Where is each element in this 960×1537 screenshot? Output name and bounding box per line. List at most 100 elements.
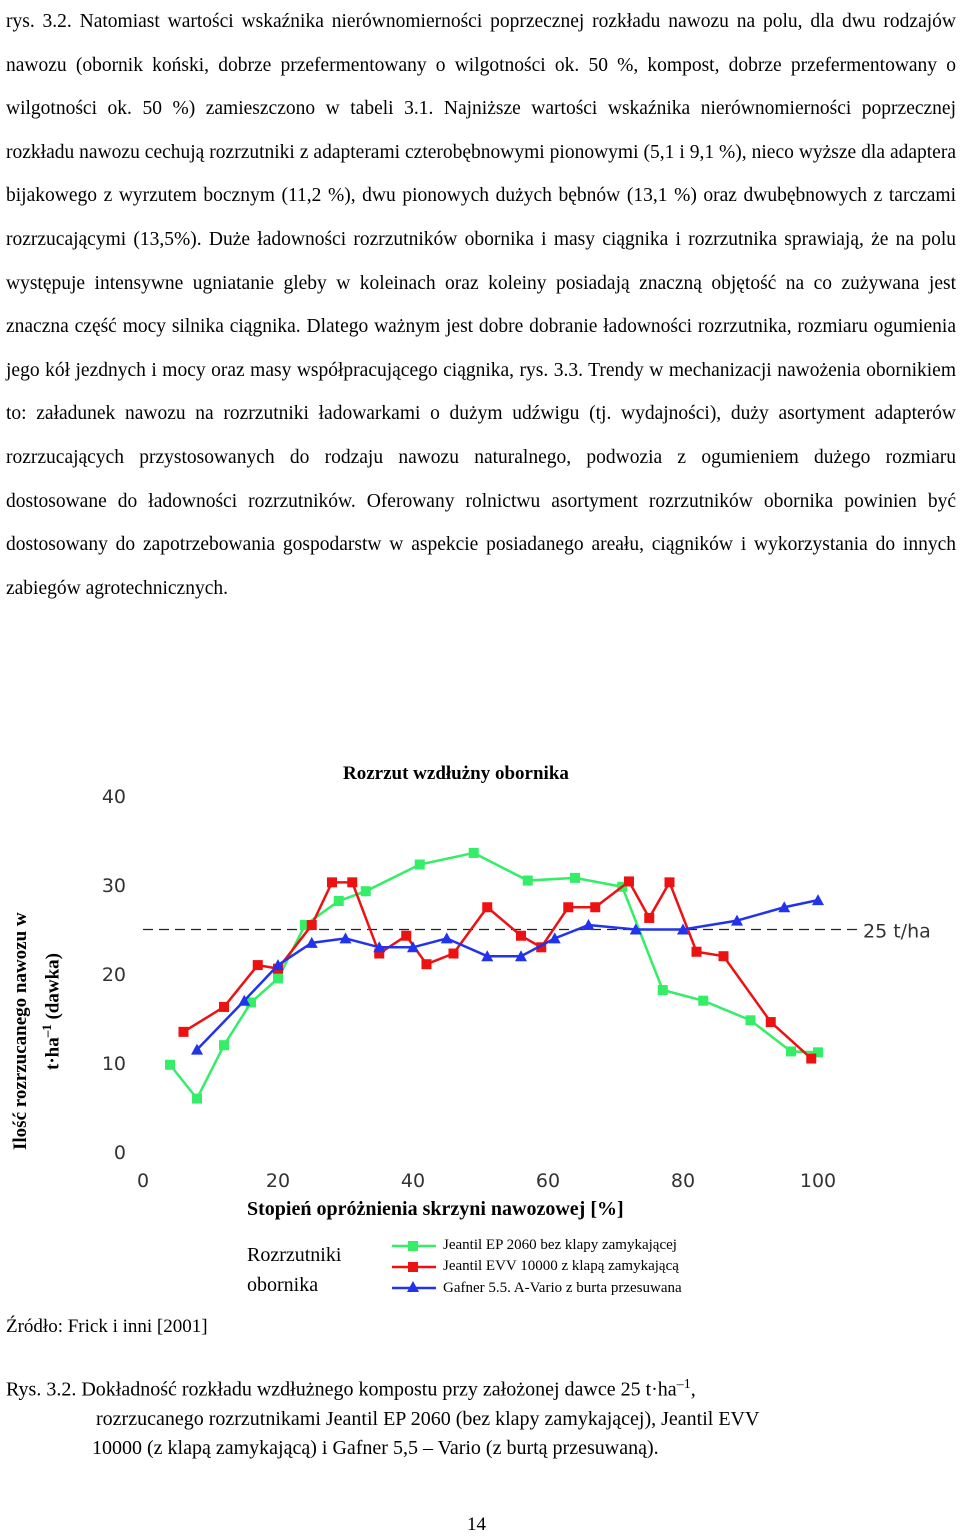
legend-markers [392,1241,436,1292]
data-point [629,923,642,935]
data-point [347,877,358,888]
series-2 [178,876,817,1064]
x-tick-label: 80 [671,1170,695,1192]
data-point [252,960,263,971]
data-point [421,959,432,970]
series-group [165,847,824,1104]
data-point [373,941,386,953]
y-axis-label-rest: (dawka) [42,953,64,1020]
data-point [570,872,580,883]
data-point [806,1053,817,1064]
data-point [165,1059,175,1070]
data-point [778,901,791,913]
x-tick-label: 40 [401,1170,425,1192]
data-point [582,919,595,931]
data-point [178,1026,189,1037]
data-point [522,875,533,886]
x-tick-label: 0 [137,1170,149,1192]
y-axis-label-line2: t·ha–1 (dawka) [34,912,66,1150]
data-point [407,941,419,953]
data-point [624,876,634,887]
caption-exponent: –1 [676,1377,691,1392]
body-paragraph: rys. 3.2. Natomiast wartości wskaźnika n… [6,11,956,599]
data-point [812,894,824,906]
legend-entry-series-2: Jeantil EVV 10000 z klapą zamykającą [443,1258,679,1274]
series-1 [165,847,823,1104]
data-point [191,1043,203,1055]
reference-line-label: 25 t/ha [863,921,931,943]
data-point [515,950,527,962]
data-point [691,946,702,957]
y-tick-label: 40 [102,786,126,808]
y-axis-label-line1: Ilość rozrzucanego nawozu w [10,912,31,1150]
data-point [414,859,425,870]
y-tick-label: 30 [102,875,126,897]
data-point [300,920,310,931]
legend-marker-series-2 [392,1262,436,1272]
data-point [468,847,479,858]
figure-caption: Rys. 3.2. Dokładność rozkładu wzdłużnego… [6,1370,946,1463]
data-point [440,932,453,944]
series-line [196,898,819,1051]
data-point [745,1015,756,1026]
data-point [516,930,526,941]
y-tick-labels: 0 10 20 30 40 [102,786,126,1164]
data-point [786,1046,796,1057]
legend-title: Rozrzutniki obornika [247,1244,342,1296]
legend-entry-series-1: Jeantil EP 2060 bez klapy zamykającej [443,1237,677,1253]
reference-line-group: 25 t/ha [143,921,931,943]
data-point [374,948,385,959]
x-tick-label: 100 [800,1170,836,1192]
series-3 [191,894,824,1055]
data-point [765,1017,776,1028]
legend-entry-series-3: Gafner 5.5. A-Vario z burta przesuwana [443,1280,682,1296]
data-point [327,877,337,888]
legend-entry-series-3-clip: Gafner 5.5. A-Vario z burta przesuwana [443,1280,763,1296]
data-point [731,914,743,926]
data-point [401,930,412,941]
data-point [360,886,371,897]
data-point [657,985,668,996]
data-point [644,912,655,923]
data-point [482,902,493,913]
data-point [192,1093,202,1104]
data-point [306,920,317,931]
data-point [698,995,709,1006]
series-line [169,851,819,1101]
data-point [548,932,561,944]
y-tick-label: 0 [114,1142,126,1164]
y-tick-label: 20 [102,964,126,986]
y-axis-unit: t·ha [42,1037,64,1070]
caption-line-2: rozrzucanego rozrzutnikami Jeantil EP 20… [96,1407,760,1430]
data-point [563,902,574,913]
data-point [481,950,494,962]
y-tick-label: 10 [102,1053,126,1075]
caption-line-1-text: Rys. 3.2. Dokładność rozkładu wzdłużnego… [6,1378,677,1401]
data-point [718,951,729,962]
y-axis-unit-exponent: –1 [39,1024,54,1038]
caption-line-1-end: , [690,1378,696,1401]
data-point [305,936,318,948]
x-axis-label: Stopień opróżnienia skrzyni nawozowej [%… [247,1198,624,1220]
data-point [590,902,601,913]
data-point [339,932,352,944]
data-point [677,923,689,935]
data-point [664,877,675,888]
data-point [219,1040,229,1051]
data-point [536,942,547,953]
legend-marker-series-1 [392,1241,436,1251]
y-axis-label: Ilość rozrzucanego nawozu w t·ha–1 (dawk… [8,912,66,1150]
data-point [273,973,283,984]
caption-line-1: Rys. 3.2. Dokładność rozkładu wzdłużnego… [6,1370,946,1405]
figure-source: Źródło: Frick i inni [2001] [6,1316,208,1337]
data-point [813,1047,823,1058]
legend-marker-series-3 [392,1281,436,1292]
x-tick-label: 60 [536,1170,560,1192]
data-point [448,948,459,959]
data-point [246,997,256,1008]
data-point [238,994,251,1006]
data-point [219,1001,229,1012]
page-number: 14 [467,1514,486,1535]
caption-line-3: 10000 (z klapą zamykającą) i Gafner 5,5 … [92,1436,659,1459]
x-tick-label: 20 [266,1170,290,1192]
